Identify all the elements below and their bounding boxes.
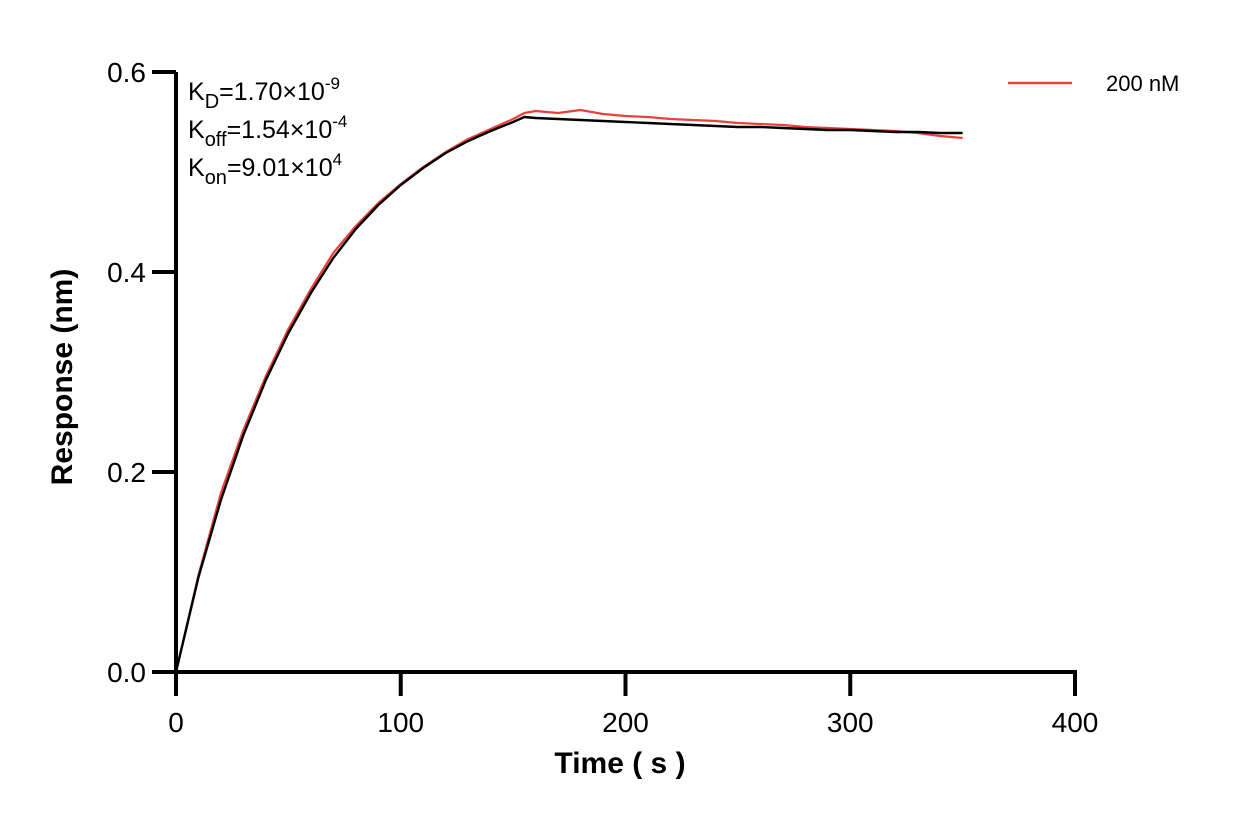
x-axis-title: Time ( s ) [554,747,685,780]
kinetics-annotation: Koff=1.54×10-4 [188,112,347,151]
y-tick-label: 0.0 [107,657,146,688]
plot-area [174,108,963,673]
axes: 0.0 0.2 0.4 0.6 0 100 200 300 400 [107,57,1098,738]
y-axis-title: Response (nm) [46,269,79,486]
kinetics-annotation: Kon=9.01×104 [188,150,342,189]
x-tick-label: 300 [827,707,874,738]
y-tick-label: 0.6 [107,57,146,88]
series-line-fit [174,115,963,673]
x-tick-label: 100 [377,707,424,738]
x-tick-label: 200 [602,707,649,738]
y-tick-label: 0.4 [107,257,146,288]
series-line-200-nm [174,108,963,673]
y-tick-label: 0.2 [107,457,146,488]
legend: 200 nM [1008,71,1179,96]
x-ticks: 0 100 200 300 400 [168,672,1098,738]
kinetics-annotation: KD=1.70×10-9 [188,74,340,113]
y-ticks: 0.0 0.2 0.4 0.6 [107,57,176,688]
legend-label-200-nm: 200 nM [1106,71,1179,96]
x-tick-label: 400 [1052,707,1099,738]
x-tick-label: 0 [168,707,184,738]
